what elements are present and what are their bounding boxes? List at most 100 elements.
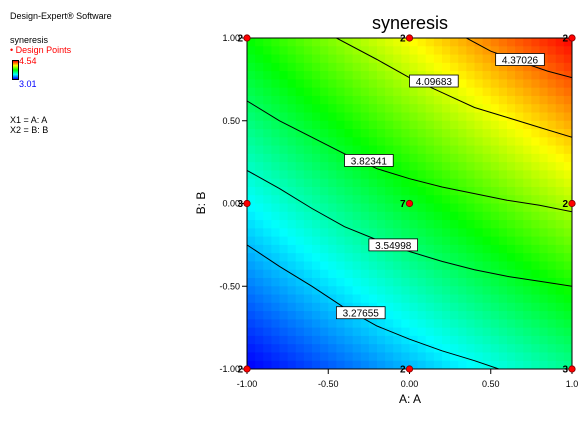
heatmap-cell [271, 46, 281, 56]
design-points-legend: • Design Points [10, 45, 72, 55]
heatmap-cell [458, 162, 467, 172]
heatmap-cell [255, 46, 264, 56]
heatmap-cell [263, 162, 272, 172]
heatmap-cell [336, 261, 346, 271]
heatmap-cell [263, 129, 272, 138]
heatmap-cell [442, 294, 451, 304]
y-tick-label: 0.50 [222, 116, 240, 126]
heatmap-cell [539, 95, 549, 105]
heatmap-cell [344, 79, 354, 89]
heatmap-cell [336, 38, 346, 47]
heatmap-cell [417, 186, 427, 196]
heatmap-cell [539, 137, 549, 147]
heatmap-cell [442, 145, 451, 155]
heatmap-cell [368, 186, 378, 196]
heatmap-cell [401, 195, 411, 205]
heatmap-cell [433, 261, 443, 271]
heatmap-cell [385, 327, 394, 337]
heatmap-cell [295, 211, 305, 221]
heatmap-cell [442, 286, 451, 296]
heatmap-cell [498, 327, 508, 337]
heatmap-cell [303, 38, 313, 47]
heatmap-cell [515, 360, 524, 369]
heatmap-cell [450, 236, 459, 246]
heatmap-cell [279, 228, 289, 238]
heatmap-cell [401, 277, 411, 287]
heatmap-cell [498, 236, 508, 246]
heatmap-cell [450, 46, 459, 56]
heatmap-cell [344, 186, 354, 196]
heatmap-cell [320, 186, 329, 196]
heatmap-cell [482, 286, 492, 296]
heatmap-cell [555, 71, 565, 80]
heatmap-cell [547, 129, 557, 138]
heatmap-cell [417, 46, 427, 56]
heatmap-cell [255, 360, 264, 369]
heatmap-cell [555, 269, 565, 279]
heatmap-cell [531, 104, 541, 114]
heatmap-cell [515, 87, 524, 97]
heatmap-cell [360, 46, 370, 56]
heatmap-cell [490, 62, 500, 72]
heatmap-cell [555, 95, 565, 105]
heatmap-cell [385, 54, 394, 64]
heatmap-cell [490, 38, 500, 47]
heatmap-cell [263, 244, 272, 254]
heatmap-cell [417, 87, 427, 97]
heatmap-cell [409, 311, 419, 320]
heatmap-cell [515, 186, 524, 196]
heatmap-cell [401, 170, 411, 180]
heatmap-cell [409, 269, 419, 279]
heatmap-cell [458, 145, 467, 155]
heatmap-cell [442, 228, 451, 238]
heatmap-cell [328, 236, 337, 246]
heatmap-cell [442, 153, 451, 163]
heatmap-cell [401, 178, 411, 188]
heatmap-cell [442, 38, 451, 47]
heatmap-cell [328, 38, 337, 47]
heatmap-cell [547, 253, 557, 263]
design-point-count: 3 [562, 365, 568, 376]
heatmap-cell [539, 311, 549, 320]
heatmap-cell [433, 203, 443, 213]
heatmap-cell [409, 54, 419, 64]
heatmap-cell [474, 319, 484, 329]
heatmap-cell [507, 203, 516, 213]
heatmap-cell [474, 311, 484, 320]
heatmap-cell [442, 46, 451, 56]
heatmap-cell [336, 294, 346, 304]
heatmap-cell [498, 71, 508, 80]
heatmap-cell [279, 62, 289, 72]
heatmap-cell [417, 153, 427, 163]
heatmap-cell [458, 178, 467, 188]
heatmap-cell [555, 137, 565, 147]
heatmap-cell [352, 244, 362, 254]
heatmap-cell [360, 211, 370, 221]
heatmap-cell [474, 302, 484, 312]
heatmap-cell [247, 46, 256, 56]
heatmap-cell [547, 244, 557, 254]
heatmap-cell [279, 120, 289, 130]
heatmap-cell [295, 277, 305, 287]
heatmap-cell [474, 261, 484, 271]
heatmap-cell [523, 120, 532, 130]
heatmap-cell [433, 54, 443, 64]
heatmap-cell [531, 46, 541, 56]
heatmap-cell [523, 244, 532, 254]
heatmap-cell [563, 253, 572, 263]
heatmap-cell [450, 54, 459, 64]
heatmap-cell [393, 54, 402, 64]
heatmap-cell [247, 153, 256, 163]
heatmap-cell [466, 228, 476, 238]
heatmap-cell [352, 87, 362, 97]
heatmap-cell [531, 145, 541, 155]
heatmap-cell [255, 319, 264, 329]
heatmap-cell [263, 360, 272, 369]
heatmap-cell [393, 137, 402, 147]
heatmap-cell [482, 277, 492, 287]
heatmap-cell [303, 352, 313, 362]
design-point [243, 199, 251, 208]
heatmap-cell [328, 244, 337, 254]
design-point [568, 199, 576, 208]
heatmap-cell [247, 335, 256, 345]
